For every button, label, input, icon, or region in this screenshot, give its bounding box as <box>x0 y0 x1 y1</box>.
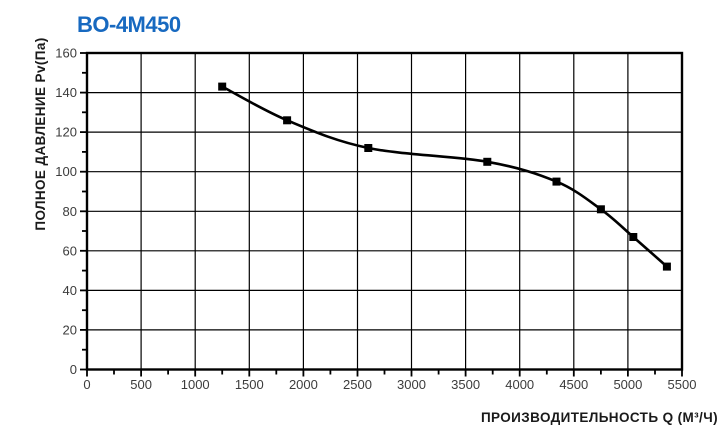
x-tick-label: 5000 <box>613 377 642 392</box>
y-tick-label: 40 <box>63 283 77 298</box>
x-tick-label: 3000 <box>397 377 426 392</box>
y-tick-label: 80 <box>63 204 77 219</box>
y-tick-label: 60 <box>63 243 77 258</box>
x-tick-label: 4500 <box>559 377 588 392</box>
y-axis-title: ПОЛНОЕ ДАВЛЕНИЕ Pv(Па) <box>33 37 48 230</box>
data-point-marker <box>662 262 671 271</box>
tick-label-layer: 0 500 1000 1500 2000 2500 3000 3500 4000 4500 5000… <box>55 46 696 393</box>
y-tick-label: 140 <box>55 85 77 100</box>
series-layer <box>218 82 671 271</box>
data-point-marker <box>629 233 638 241</box>
x-tick-label: 0 <box>83 377 90 392</box>
x-tick-label: 2500 <box>343 377 372 392</box>
data-point-marker <box>283 116 292 125</box>
data-point-marker <box>552 177 561 186</box>
data-point-marker <box>364 144 373 152</box>
y-tick-label: 120 <box>55 125 77 140</box>
grid-layer <box>87 53 682 370</box>
y-tick-label: 0 <box>70 362 77 377</box>
chart-title: BO-4M450 <box>77 12 181 37</box>
x-tick-label: 3500 <box>451 377 480 392</box>
y-tick-label: 160 <box>55 46 77 61</box>
x-axis-title: ПРОИЗВОДИТЕЛЬНОСТЬ Q (М³/Ч) <box>481 410 718 425</box>
x-tick-label: 5500 <box>668 377 697 392</box>
x-tick-label: 1500 <box>235 377 264 392</box>
data-point-marker <box>218 82 227 91</box>
x-tick-label: 500 <box>130 377 152 392</box>
plot-border <box>85 51 684 371</box>
series-line <box>220 85 669 268</box>
tick-layer <box>80 52 683 377</box>
plot-border-layer <box>85 51 684 371</box>
data-point-marker <box>483 157 492 166</box>
x-tick-label: 1000 <box>181 377 210 392</box>
y-tick-label: 20 <box>63 322 77 337</box>
y-tick-label: 100 <box>55 164 77 179</box>
x-tick-label: 4000 <box>505 377 534 392</box>
x-tick-label: 2000 <box>289 377 318 392</box>
data-point-marker <box>596 205 605 214</box>
